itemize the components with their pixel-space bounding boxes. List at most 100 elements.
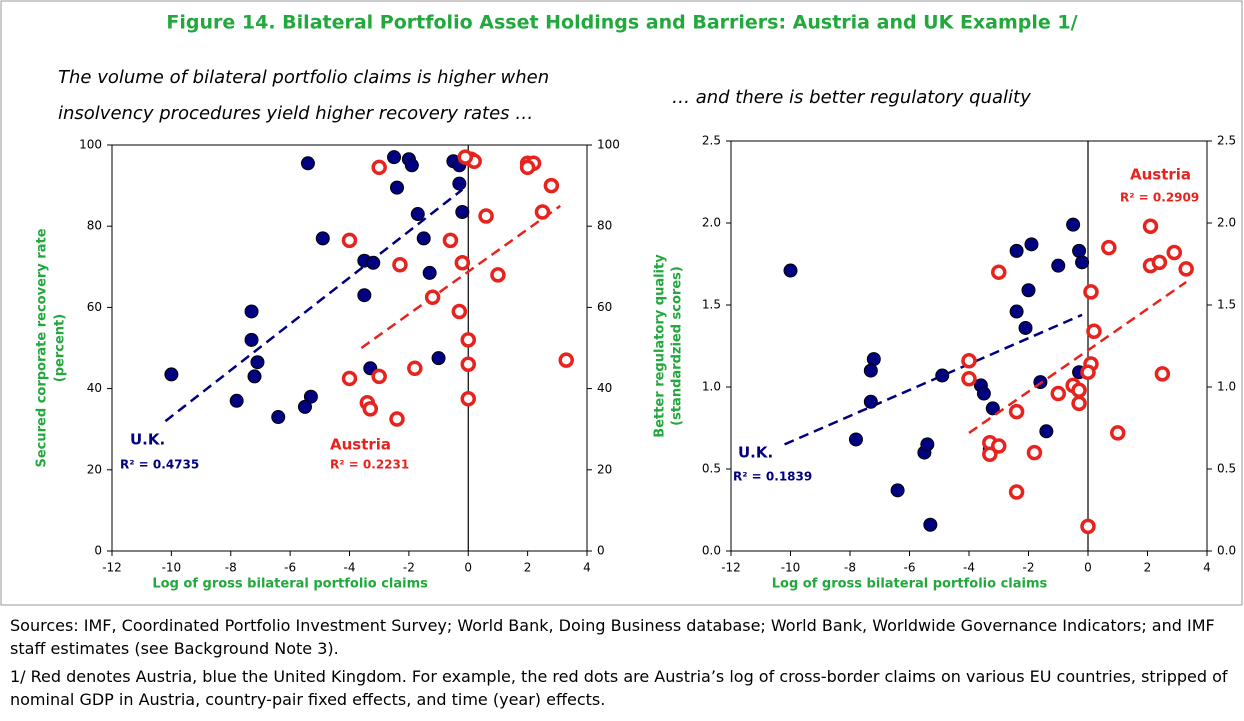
point: [890, 483, 905, 498]
x-tick-label: -4: [963, 561, 975, 575]
x-tick-label: -12: [102, 561, 122, 575]
point: [1142, 218, 1159, 235]
point: [923, 517, 938, 532]
point: [1071, 382, 1087, 399]
point: [1080, 364, 1096, 380]
point: [1021, 283, 1036, 298]
point: [1086, 323, 1102, 339]
x-tick-label: -12: [721, 561, 741, 575]
point: [863, 394, 878, 409]
x-tick-label: -10: [162, 561, 182, 575]
point: [244, 332, 259, 347]
point: [247, 369, 262, 384]
x-tick-label: -8: [225, 561, 237, 575]
r-squared: R² = 0.2909: [1120, 191, 1199, 205]
x-tick-label: -6: [904, 561, 916, 575]
y-axis-label: (percent): [53, 314, 68, 382]
trend-line: [784, 313, 1083, 446]
y-tick-label: 80: [87, 219, 102, 233]
y2-tick-label: 1.0: [1217, 380, 1236, 394]
point: [1051, 258, 1066, 273]
point: [991, 438, 1007, 454]
point: [1018, 320, 1033, 335]
point: [1166, 244, 1183, 261]
point: [519, 159, 536, 176]
x-tick-label: 0: [464, 561, 472, 575]
trend-line: [968, 281, 1187, 434]
y-tick-label: 1.5: [702, 298, 721, 312]
y-tick-label: 0: [94, 544, 102, 558]
point: [341, 370, 358, 387]
point: [558, 352, 574, 368]
point: [783, 263, 798, 278]
point: [387, 150, 402, 165]
y-tick-label: 2.5: [702, 134, 721, 148]
point: [1039, 424, 1054, 439]
subtitle: … and there is better regulatory quality: [672, 87, 1031, 108]
point: [848, 432, 863, 447]
point: [460, 391, 476, 407]
y-tick-label: 100: [79, 138, 102, 152]
point: [371, 368, 387, 385]
x-tick-label: 4: [583, 561, 591, 575]
y2-tick-label: 20: [597, 462, 612, 476]
x-tick-label: 0: [1084, 561, 1092, 575]
point: [424, 289, 441, 305]
point: [341, 232, 358, 249]
point: [164, 367, 179, 382]
point: [1083, 284, 1099, 300]
subtitle: insolvency procedures yield higher recov…: [58, 103, 533, 124]
x-tick-label: -8: [844, 561, 856, 575]
x-tick-label: -2: [403, 561, 415, 575]
point: [366, 255, 381, 270]
y-tick-label: 40: [87, 381, 102, 395]
point: [1050, 385, 1066, 402]
x-axis-label: Log of gross bilateral portfolio claims: [772, 577, 1048, 592]
point: [392, 257, 408, 273]
y-tick-label: 20: [87, 462, 102, 476]
x-tick-label: -4: [344, 561, 356, 575]
point: [452, 176, 467, 191]
point: [1178, 261, 1194, 277]
point: [357, 288, 372, 303]
y2-tick-label: 0: [597, 544, 605, 558]
point: [454, 254, 471, 271]
point: [1101, 239, 1117, 256]
y-tick-label: 0.5: [702, 462, 721, 476]
x-tick-label: 2: [524, 561, 532, 575]
y2-tick-label: 100: [597, 138, 620, 152]
point: [244, 304, 259, 319]
y2-tick-label: 0.5: [1217, 462, 1236, 476]
point: [315, 231, 330, 246]
trend-line: [360, 204, 562, 350]
point: [985, 401, 1000, 416]
series-name: U.K.: [130, 431, 165, 449]
y2-tick-label: 40: [597, 381, 612, 395]
y-tick-label: 60: [87, 300, 102, 314]
point: [863, 363, 878, 378]
point: [1066, 217, 1081, 232]
notes: Sources: IMF, Coordinated Portfolio Inve…: [10, 614, 1235, 716]
note: Sources: IMF, Coordinated Portfolio Inve…: [10, 616, 1215, 658]
y-tick-label: 2.0: [702, 216, 721, 230]
charts: Figure 14. Bilateral Portfolio Asset Hol…: [0, 0, 1243, 606]
point: [534, 204, 551, 220]
y2-tick-label: 1.5: [1217, 298, 1236, 312]
x-tick-label: -6: [284, 561, 296, 575]
point: [1072, 243, 1087, 258]
y-tick-label: 0.0: [702, 544, 721, 558]
point: [460, 332, 476, 348]
point: [460, 356, 476, 372]
point: [961, 371, 977, 387]
r-squared: R² = 0.2231: [330, 458, 409, 472]
point: [422, 265, 437, 280]
point: [935, 368, 950, 383]
series-name: Austria: [330, 436, 391, 454]
point: [920, 437, 935, 452]
point: [455, 204, 470, 219]
point: [1154, 366, 1171, 382]
point: [390, 180, 404, 195]
point: [1009, 304, 1024, 319]
point: [362, 401, 379, 417]
